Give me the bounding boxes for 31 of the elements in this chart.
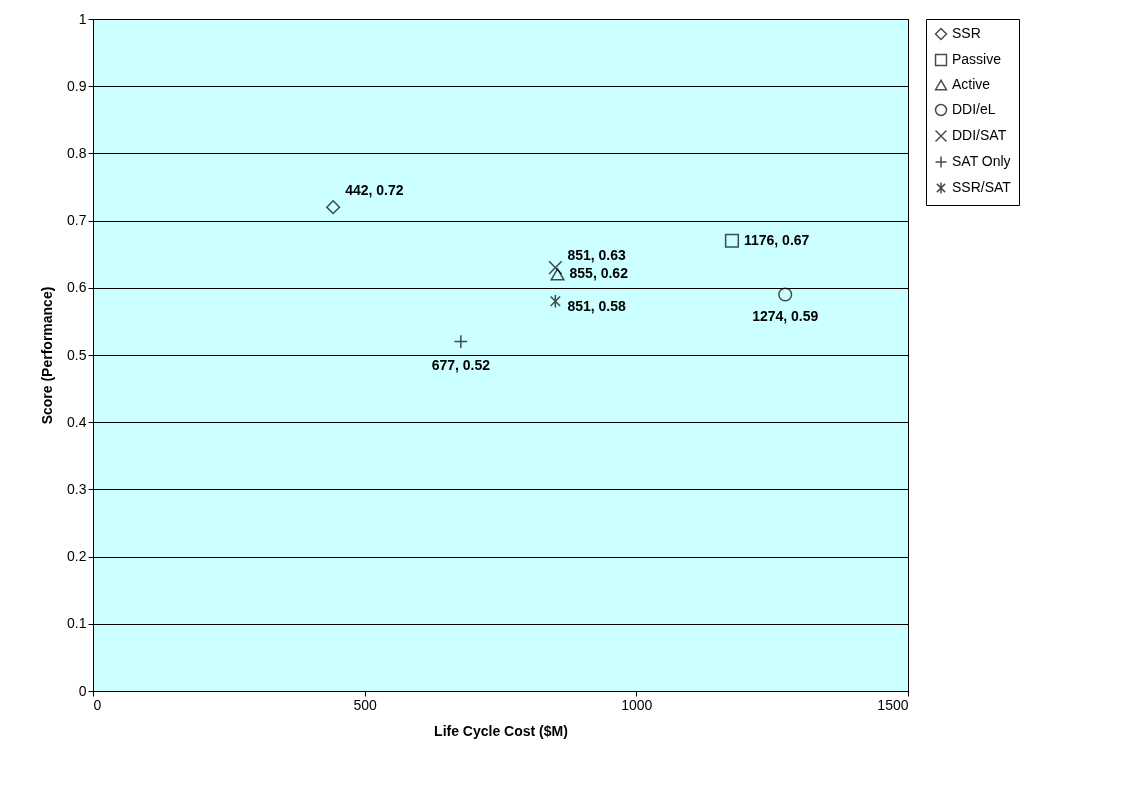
legend-label: Passive bbox=[952, 51, 1002, 67]
x-axis-title: Life Cycle Cost ($M) bbox=[434, 722, 568, 739]
x-tick-label: 1000 bbox=[621, 696, 653, 713]
y-tick-label: 0.8 bbox=[67, 144, 87, 161]
x-tick-label: 500 bbox=[353, 696, 378, 713]
y-tick-label: 0.3 bbox=[67, 480, 87, 497]
y-tick-label: 0.1 bbox=[67, 615, 87, 632]
y-tick-label: 0.9 bbox=[67, 77, 87, 94]
legend-label: DDI/eL bbox=[952, 101, 996, 117]
legend-label: SSR/SAT bbox=[952, 179, 1012, 195]
legend-label: Active bbox=[952, 76, 991, 92]
data-label: 855, 0.62 bbox=[569, 265, 629, 282]
y-tick-label: 0.6 bbox=[67, 279, 87, 296]
x-tick-label: 1500 bbox=[877, 696, 909, 713]
legend-label: DDI/SAT bbox=[952, 127, 1007, 143]
y-tick-label: 1 bbox=[78, 10, 87, 27]
y-tick-label: 0.4 bbox=[67, 413, 87, 430]
y-tick-label: 0.2 bbox=[67, 548, 87, 565]
data-label: 851, 0.63 bbox=[567, 246, 626, 263]
data-label: 677, 0.52 bbox=[431, 356, 491, 373]
y-tick-label: 0 bbox=[78, 682, 87, 699]
legend-label: SAT Only bbox=[952, 153, 1011, 169]
data-label: 1274, 0.59 bbox=[752, 307, 819, 324]
y-axis-title: Score (Performance) bbox=[39, 286, 56, 425]
legend-label: SSR bbox=[952, 25, 981, 41]
data-label: 442, 0.72 bbox=[345, 182, 404, 199]
x-tick-label: 0 bbox=[93, 696, 102, 713]
y-tick-label: 0.7 bbox=[67, 212, 87, 229]
data-label: 851, 0.58 bbox=[567, 298, 626, 315]
data-label: 1176, 0.67 bbox=[743, 231, 810, 248]
y-tick-label: 0.5 bbox=[67, 346, 87, 363]
